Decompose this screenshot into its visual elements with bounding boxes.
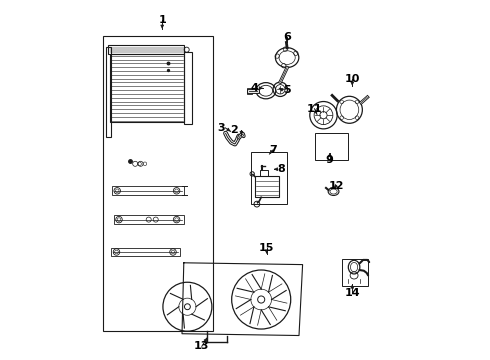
Text: 7: 7 — [269, 145, 276, 155]
Text: 11: 11 — [307, 104, 322, 114]
Text: 8: 8 — [277, 164, 285, 174]
Text: 5: 5 — [283, 85, 291, 95]
Bar — [251, 152, 287, 204]
Bar — [108, 45, 184, 54]
Bar — [111, 248, 180, 256]
Bar — [106, 47, 111, 137]
Bar — [342, 259, 368, 286]
Text: 10: 10 — [344, 74, 360, 84]
Bar — [110, 54, 184, 122]
Text: 4: 4 — [250, 83, 258, 93]
Text: 2: 2 — [230, 125, 238, 135]
Bar — [315, 133, 348, 160]
Bar — [103, 36, 213, 331]
Text: 9: 9 — [326, 155, 334, 165]
Bar — [114, 215, 184, 224]
Text: 15: 15 — [259, 243, 274, 253]
Text: 3: 3 — [218, 123, 225, 133]
Text: 14: 14 — [344, 288, 360, 298]
Bar — [247, 88, 252, 94]
Bar — [255, 176, 279, 197]
Text: 13: 13 — [194, 341, 210, 351]
Text: 6: 6 — [283, 32, 291, 42]
Text: 12: 12 — [328, 181, 344, 191]
Text: 1: 1 — [158, 15, 166, 25]
Bar — [184, 52, 192, 124]
Bar — [112, 186, 184, 195]
Bar — [261, 170, 269, 176]
